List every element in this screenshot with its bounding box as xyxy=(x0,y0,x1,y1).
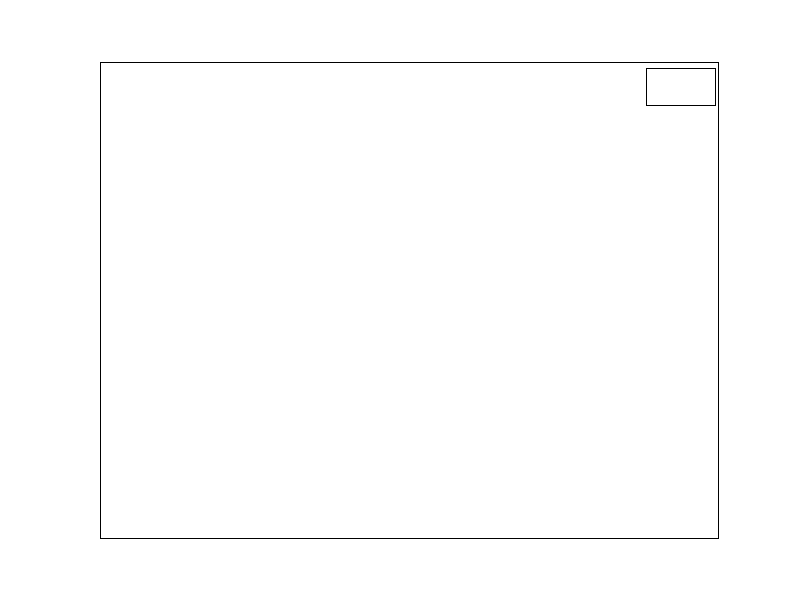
legend-entry-fp xyxy=(654,90,708,100)
legend-swatch-fp xyxy=(654,90,682,100)
legend-entry-tp xyxy=(654,74,708,84)
legend xyxy=(646,68,716,106)
legend-swatch-tp xyxy=(654,74,682,84)
plot-area xyxy=(100,62,719,539)
